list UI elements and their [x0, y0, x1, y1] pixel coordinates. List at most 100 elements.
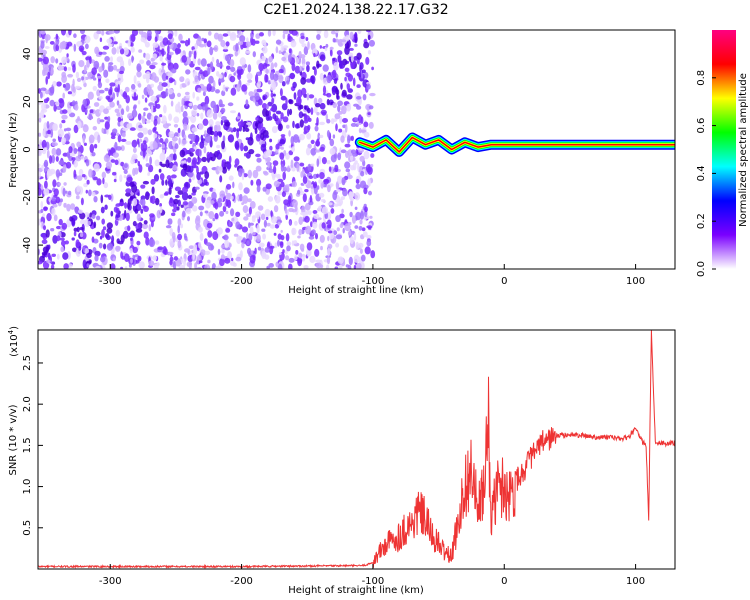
heatmap-speckle — [321, 222, 326, 229]
heatmap-speckle — [78, 168, 84, 177]
heatmap-speckle — [236, 196, 239, 200]
heatmap-speckle — [167, 88, 174, 95]
heatmap-speckle — [235, 221, 241, 230]
heatmap-speckle — [87, 71, 93, 78]
heatmap-speckle — [252, 51, 256, 58]
heatmap-speckle — [345, 72, 351, 78]
x-tick-label: 100 — [626, 576, 645, 587]
heatmap-speckle — [135, 228, 143, 233]
heatmap-speckle — [270, 62, 274, 70]
heatmap-speckle — [151, 186, 155, 195]
heatmap-speckle — [368, 190, 372, 196]
heatmap-speckle — [143, 220, 148, 225]
heatmap-speckle — [212, 231, 219, 241]
heatmap-speckle — [145, 53, 151, 61]
heatmap-speckle — [42, 253, 46, 259]
heatmap-speckle — [307, 143, 312, 149]
heatmap-speckle — [360, 170, 365, 177]
heatmap-speckle — [338, 128, 343, 133]
heatmap-speckle — [266, 149, 272, 156]
heatmap-speckle — [237, 73, 242, 80]
heatmap-speckle — [239, 250, 243, 259]
heatmap-speckle — [40, 87, 47, 92]
heatmap-speckle — [306, 132, 312, 140]
heatmap-speckle — [91, 191, 96, 197]
heatmap-speckle — [254, 247, 257, 255]
heatmap-speckle — [120, 145, 125, 152]
heatmap-y-label: Frequency (Hz) — [8, 112, 19, 188]
heatmap-speckle — [220, 244, 225, 249]
heatmap-speckle — [305, 61, 310, 66]
heatmap-speckle — [178, 264, 186, 269]
heatmap-speckle — [236, 129, 240, 139]
heatmap-speckle — [252, 169, 259, 179]
heatmap-speckle — [297, 257, 303, 264]
heatmap-speckle — [311, 229, 316, 236]
heatmap-speckle — [132, 254, 135, 259]
heatmap-speckle — [103, 182, 109, 189]
heatmap-speckle — [180, 83, 187, 88]
heatmap-speckle — [161, 62, 167, 66]
heatmap-speckle — [133, 75, 137, 84]
heatmap-speckle — [220, 39, 226, 48]
heatmap-speckle — [323, 30, 329, 39]
heatmap-speckle — [193, 33, 200, 39]
heatmap-speckle — [247, 247, 252, 255]
heatmap-speckle — [130, 258, 133, 264]
x-tick-label: -100 — [362, 576, 385, 587]
heatmap-speckle — [239, 193, 243, 202]
heatmap-speckle — [58, 99, 65, 109]
heatmap-speckle — [327, 230, 333, 234]
heatmap-speckle — [183, 121, 188, 131]
heatmap-speckle — [267, 30, 272, 37]
heatmap-speckle — [197, 178, 203, 185]
heatmap-speckle — [345, 34, 350, 42]
heatmap-speckle — [120, 120, 124, 127]
heatmap-speckle — [59, 41, 66, 50]
heatmap-speckle — [221, 248, 225, 254]
heatmap-speckle — [139, 59, 145, 65]
heatmap-speckle — [319, 72, 324, 81]
heatmap-speckle — [180, 223, 184, 229]
heatmap-speckle — [360, 129, 367, 133]
snr-frame — [37, 329, 676, 570]
heatmap-speckle — [226, 161, 232, 170]
heatmap-speckle — [161, 61, 165, 70]
heatmap-speckle — [142, 149, 146, 158]
heatmap-speckle — [316, 173, 319, 178]
heatmap-speckle — [363, 41, 370, 49]
heatmap-speckle — [267, 196, 274, 202]
heatmap-speckle — [368, 105, 374, 110]
y-tick-label: 1.5 — [22, 437, 33, 453]
heatmap-speckle — [174, 143, 179, 150]
heatmap-speckle — [101, 229, 105, 238]
heatmap-speckle — [316, 158, 320, 168]
heatmap-speckle — [316, 30, 322, 35]
heatmap-speckle — [294, 65, 301, 74]
heatmap-speckle — [108, 149, 112, 157]
heatmap-speckle — [110, 135, 116, 140]
y-tick-label: -40 — [22, 237, 33, 253]
heatmap-speckle — [335, 215, 341, 223]
heatmap-speckle — [174, 30, 178, 37]
heatmap-speckle — [206, 151, 211, 159]
heatmap-speckle — [160, 91, 167, 99]
heatmap-speckle — [148, 238, 156, 248]
heatmap-speckle — [188, 165, 194, 173]
heatmap-speckle — [167, 33, 173, 40]
heatmap-speckle — [104, 87, 109, 92]
heatmap-speckle — [122, 230, 129, 239]
heatmap-speckle — [138, 164, 143, 173]
heatmap-speckle — [96, 178, 102, 186]
heatmap-speckle — [304, 202, 311, 211]
heatmap-speckle — [256, 157, 262, 163]
heatmap-speckle — [312, 210, 318, 214]
heatmap-speckle — [275, 46, 279, 54]
heatmap-speckle — [56, 225, 62, 230]
heatmap-speckle — [125, 212, 130, 222]
heatmap-speckle — [147, 88, 154, 97]
heatmap-speckle — [348, 191, 355, 198]
heatmap-speckle — [129, 247, 133, 254]
heatmap-speckle — [299, 162, 305, 167]
heatmap-speckle — [329, 147, 336, 156]
